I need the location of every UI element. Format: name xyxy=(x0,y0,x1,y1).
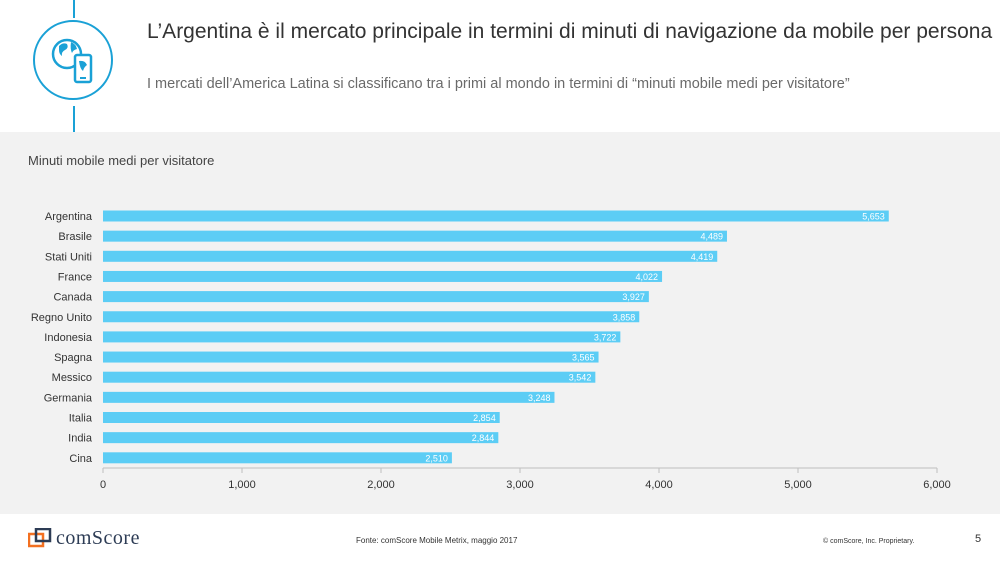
category-label: Brasile xyxy=(58,231,92,243)
x-tick-label: 4,000 xyxy=(645,479,673,491)
globe-phone-icon xyxy=(33,20,113,100)
bar xyxy=(103,270,663,282)
bar xyxy=(103,291,649,303)
category-label: India xyxy=(68,433,93,445)
bar xyxy=(103,331,621,343)
category-label: Italia xyxy=(69,413,93,425)
category-label: Cina xyxy=(69,453,93,465)
header-divider-top xyxy=(73,0,75,18)
bar xyxy=(103,412,500,423)
comscore-logo-icon xyxy=(27,527,52,553)
category-label: Spagna xyxy=(54,352,93,364)
comscore-logo-text: comScore xyxy=(56,527,140,549)
page-number: 5 xyxy=(975,533,982,545)
data-label: 3,542 xyxy=(569,373,592,383)
page-title: L’Argentina è il mercato principale in t… xyxy=(147,20,993,43)
page-subtitle: I mercati dell’America Latina si classif… xyxy=(147,76,850,92)
data-label: 4,419 xyxy=(691,252,714,262)
bar xyxy=(103,250,718,262)
bar xyxy=(103,371,596,383)
data-label: 3,927 xyxy=(622,292,645,302)
data-label: 4,022 xyxy=(636,272,659,282)
x-tick-label: 6,000 xyxy=(923,479,951,491)
category-label: Canada xyxy=(53,292,92,304)
data-label: 3,722 xyxy=(594,332,617,342)
bar xyxy=(103,351,599,363)
category-label: Germania xyxy=(44,392,93,404)
header-divider-bottom xyxy=(73,106,75,132)
data-label: 2,844 xyxy=(472,433,495,443)
bar xyxy=(103,432,499,444)
header xyxy=(0,0,1000,132)
chart-title: Minuti mobile medi per visitatore xyxy=(28,153,215,168)
category-label: Argentina xyxy=(45,211,93,223)
source-note: Fonte: comScore Mobile Metrix, maggio 20… xyxy=(356,536,518,545)
category-label: Stati Uniti xyxy=(45,251,92,263)
bar xyxy=(103,311,640,323)
data-label: 5,653 xyxy=(862,212,885,222)
bar xyxy=(103,230,727,242)
copyright-note: © comScore, Inc. Proprietary. xyxy=(823,538,915,545)
x-tick-label: 5,000 xyxy=(784,479,812,491)
category-label: Messico xyxy=(52,372,92,384)
data-label: 2,854 xyxy=(473,413,496,423)
x-tick-label: 2,000 xyxy=(367,479,395,491)
data-label: 3,248 xyxy=(528,393,551,403)
category-label: France xyxy=(58,271,92,283)
bar-chart: 0 1,000 2,000 3,000 4,000 5,000 6,000 Argentina… xyxy=(31,210,951,491)
category-label: Regno Unito xyxy=(31,312,92,324)
data-label: 2,510 xyxy=(425,453,448,463)
x-tick-label: 1,000 xyxy=(228,479,256,491)
data-label: 3,858 xyxy=(613,312,636,322)
bar xyxy=(103,452,452,464)
footer xyxy=(0,514,1000,562)
chart-panel xyxy=(0,132,1000,514)
x-tick-label: 0 xyxy=(100,479,106,491)
data-label: 3,565 xyxy=(572,353,595,363)
category-label: Indonesia xyxy=(44,332,93,344)
x-tick-label: 3,000 xyxy=(506,479,534,491)
bar xyxy=(103,210,889,222)
bar xyxy=(103,391,555,403)
data-label: 4,489 xyxy=(700,232,723,242)
